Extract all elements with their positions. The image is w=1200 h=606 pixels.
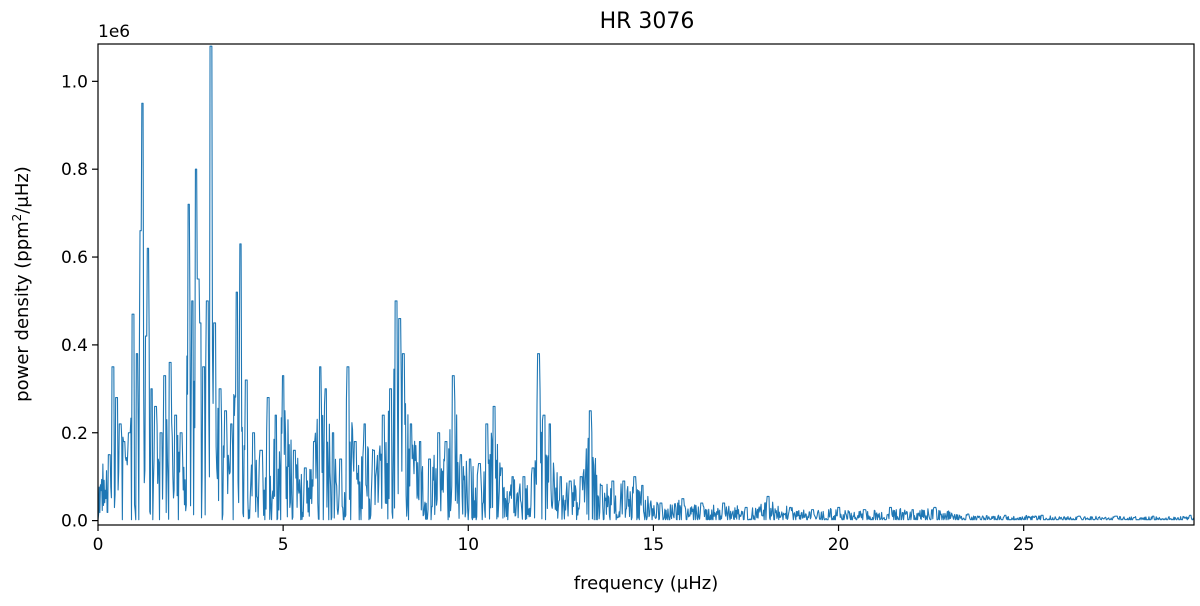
x-tick-label: 25 [1013,535,1035,555]
y-tick-label: 0.4 [61,336,88,356]
chart-title: HR 3076 [600,9,695,34]
x-tick-label: 10 [457,535,479,555]
y-axis-label: power density (ppm2/μHz) [10,166,33,402]
y-tick-label: 1.0 [61,72,88,92]
plot-area [97,45,1195,521]
y-tick-label: 0.2 [61,424,88,444]
y-axis-label-prefix: power density (ppm [12,221,33,401]
x-tick-label: 15 [643,535,665,555]
axes-frame [97,43,1195,526]
y-tick-label: 0.6 [61,248,88,268]
y-axis-label-suffix: /μHz) [12,166,33,214]
y-axis-ticks: 0.0 0.2 0.4 0.6 0.8 1.0 [61,72,98,532]
x-tick-label: 20 [828,535,850,555]
x-axis-ticks: 0 5 10 15 20 25 [93,525,1035,555]
series-line [97,45,1195,521]
y-tick-label: 0.8 [61,160,88,180]
y-axis-offset-label: 1e6 [98,22,130,42]
y-axis-label-superscript: 2 [10,214,24,222]
x-tick-label: 5 [278,535,289,555]
y-tick-label: 0.0 [61,512,88,532]
x-axis-label: frequency (μHz) [574,573,718,594]
x-tick-label: 0 [93,535,104,555]
